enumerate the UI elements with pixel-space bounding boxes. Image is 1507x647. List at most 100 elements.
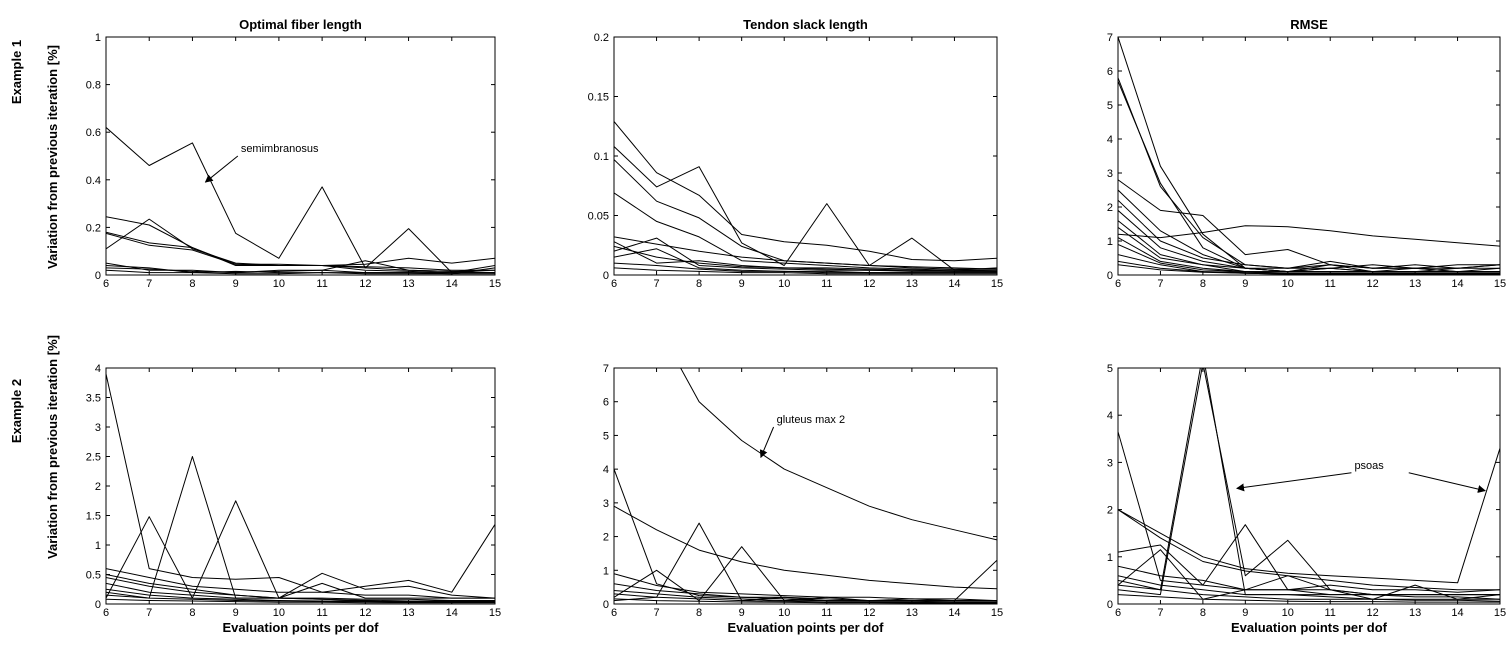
series-group: [106, 373, 495, 604]
series-line: [614, 236, 997, 270]
y-tick-label: 4: [1107, 134, 1113, 146]
series-group: [106, 127, 495, 275]
series-line: [614, 573, 997, 602]
series-line: [1118, 565, 1500, 600]
series-line: [614, 262, 997, 274]
x-tick-label: 7: [146, 607, 152, 619]
series-line: [106, 232, 495, 271]
y-tick-label: 1: [95, 540, 101, 552]
x-tick-label: 8: [189, 278, 195, 290]
y-tick-label: 0.8: [86, 80, 101, 92]
x-tick-label: 8: [696, 278, 702, 290]
annotation-arrow: [1408, 472, 1486, 493]
y-tick-label: 3: [1107, 168, 1113, 180]
x-tick-label: 12: [359, 607, 371, 619]
series-line: [680, 368, 997, 541]
series-line: [106, 500, 495, 599]
series-group: [614, 121, 997, 275]
x-tick-label: 9: [739, 278, 745, 290]
x-tick-label: 15: [1494, 278, 1506, 290]
x-axis-label: Evaluation points per dof: [727, 620, 884, 635]
x-tick-label: 11: [316, 278, 327, 290]
y-tick-label: 6: [603, 397, 609, 409]
y-tick-label: 0: [95, 270, 101, 282]
x-tick-label: 13: [906, 278, 918, 290]
y-tick-label: 4: [95, 363, 101, 375]
x-tick-label: 9: [1242, 278, 1248, 290]
series-line: [1118, 189, 1500, 273]
y-tick-label: 0.05: [588, 211, 609, 223]
series-line: [614, 505, 997, 590]
series-line: [106, 267, 495, 274]
y-tick-label: 0: [603, 270, 609, 282]
x-tick-label: 13: [906, 607, 918, 619]
subplot-r1-c2: 6 7 8 9 10 11 12 13 14 15 0 0.05 0.1 0.15 0.2 Tendon sl…: [588, 17, 1004, 290]
series-line: [614, 522, 997, 602]
y-tick-label: 0.2: [86, 222, 101, 234]
x-tick-label: 12: [863, 607, 875, 619]
y-tick-label: 1: [95, 32, 101, 44]
x-tick-label: 11: [821, 278, 832, 290]
x-tick-label: 11: [316, 607, 327, 619]
plot-frame: [105, 367, 496, 605]
x-tick-label: 7: [1157, 278, 1163, 290]
plot-frame: [105, 36, 496, 276]
series-line: [614, 237, 997, 272]
x-tick-label: 10: [1282, 278, 1294, 290]
series-line: [614, 583, 997, 602]
series-line: [106, 574, 495, 601]
series-line: [1118, 448, 1500, 584]
x-tick-label: 6: [103, 607, 109, 619]
y-tick-label: 5: [603, 430, 609, 442]
series-line: [106, 598, 495, 604]
y-tick-label: 1: [1107, 552, 1113, 564]
y-tick-label: 4: [603, 464, 609, 476]
series-line: [614, 121, 997, 262]
y-axis-label-row-1: Variation from previous iteration [%]: [45, 45, 60, 269]
series-line: [106, 568, 495, 599]
x-tick-label: 10: [273, 278, 285, 290]
series-line: [1118, 37, 1500, 273]
series-line: [1118, 575, 1500, 600]
x-tick-label: 14: [1451, 278, 1463, 290]
x-tick-label: 12: [863, 278, 875, 290]
x-axis-label: Evaluation points per dof: [1231, 620, 1388, 635]
y-tick-label: 3: [1107, 457, 1113, 469]
series-line: [614, 192, 997, 271]
series-line: [106, 231, 495, 266]
x-tick-label: 7: [653, 278, 659, 290]
y-tick-label: 6: [1107, 66, 1113, 78]
annotation-arrow: [204, 155, 239, 183]
x-tick-label: 14: [446, 278, 458, 290]
y-tick-label: 1: [1107, 236, 1113, 248]
series-line: [1118, 254, 1500, 274]
x-tick-label: 13: [1409, 607, 1421, 619]
x-tick-label: 10: [273, 607, 285, 619]
x-tick-label: 12: [359, 278, 371, 290]
series-group: [614, 368, 997, 604]
annotation-label: psoas: [1354, 460, 1384, 472]
series-line: [106, 582, 495, 602]
y-tick-label: 3: [603, 498, 609, 510]
plot-frame: [613, 367, 998, 605]
x-tick-label: 6: [1115, 607, 1121, 619]
series-group: [1118, 37, 1500, 275]
x-tick-label: 8: [696, 607, 702, 619]
x-tick-label: 6: [1115, 278, 1121, 290]
x-tick-label: 10: [778, 278, 790, 290]
y-tick-label: 0: [603, 599, 609, 611]
series-line: [106, 127, 495, 274]
series-line: [1118, 549, 1500, 600]
y-tick-label: 1.5: [86, 511, 101, 523]
row-label-example-2: Example 2: [9, 379, 24, 443]
series-line: [614, 159, 997, 270]
x-tick-label: 7: [653, 607, 659, 619]
x-tick-label: 8: [1200, 278, 1206, 290]
x-tick-label: 12: [1367, 607, 1379, 619]
series-line: [614, 598, 997, 604]
subplot-r2-c1: 6 7 8 9 10 11 12 13 14 15 0 0.5 1 1.5 2 2.5 3 3.5 4 Evaluat…: [86, 363, 501, 635]
y-tick-label: 5: [1107, 363, 1113, 375]
